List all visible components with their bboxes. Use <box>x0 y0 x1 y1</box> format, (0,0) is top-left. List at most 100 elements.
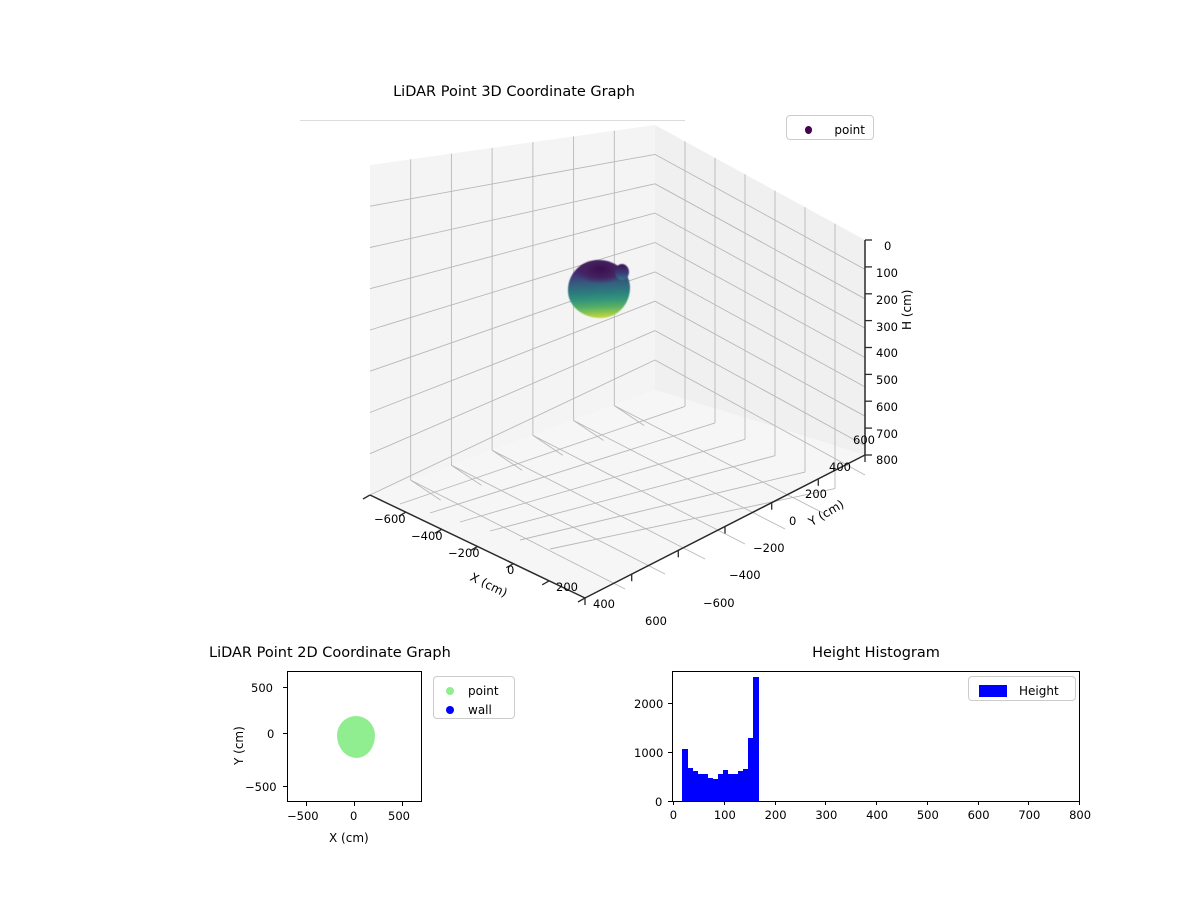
hist-xtickmark <box>723 801 725 805</box>
hist-xtick-7: 700 <box>1018 808 1041 822</box>
histogram-bar <box>737 770 744 801</box>
plot2d-ytick-2: −500 <box>245 780 277 794</box>
hist-ytickmark-2 <box>668 703 672 704</box>
histogram-bars <box>673 672 1079 801</box>
plot2d-ytick-1: 0 <box>267 727 275 741</box>
plot3d-ztick-3: 300 <box>876 320 898 334</box>
hist-xtickmark <box>1028 801 1030 805</box>
pane-xz <box>370 125 655 495</box>
plot3d-xtick-5: 400 <box>593 597 615 611</box>
plot2d-xtickmark-0 <box>306 802 307 806</box>
plot2d-axes[interactable] <box>287 671 422 802</box>
point-cluster-2d <box>336 715 375 758</box>
point-marker-icon <box>805 125 813 134</box>
hist-xtickmark <box>673 801 674 805</box>
plot3d-ztick-6: 600 <box>876 400 898 414</box>
point-marker-icon <box>446 686 454 695</box>
hist-ytickmark-1 <box>668 752 672 753</box>
plot2d-xlabel: X (cm) <box>329 831 369 845</box>
plot3d-ztick-7: 700 <box>876 427 898 441</box>
histogram-bar <box>697 773 704 801</box>
legend-item-wall-2d[interactable]: wall <box>442 700 506 719</box>
legend-item-point[interactable]: point <box>795 120 865 139</box>
legend-item-height[interactable]: Height <box>977 681 1067 700</box>
plot3d-xtick-2: −200 <box>448 546 480 560</box>
legend-label-height: Height <box>1019 683 1059 698</box>
hist-xtick-1: 100 <box>713 808 736 822</box>
plot2d-ylabel: Y (cm) <box>232 726 246 765</box>
plot2d-ytickmark-0 <box>283 687 287 688</box>
plot3d-ytick-5: 400 <box>829 460 851 474</box>
plot3d-xtick-1: −400 <box>411 529 443 543</box>
grid-lines-yz <box>300 120 866 489</box>
histogram-bar <box>712 778 719 801</box>
hist-xtickmark <box>774 801 776 805</box>
hist-xtick-0: 0 <box>669 808 678 822</box>
plot2d-xtickmark-2 <box>402 802 403 806</box>
hist-ytick-1: 1000 <box>634 746 664 760</box>
hist-ytickmark-0 <box>668 801 672 802</box>
plot3d-xtick-6: 600 <box>645 614 667 628</box>
hist-xtickmark <box>876 801 877 805</box>
hist-xtickmark <box>977 801 979 805</box>
plot3d-xtick-3: 0 <box>507 563 515 577</box>
h-axis-ticks <box>865 239 872 456</box>
hist-ytick-2: 2000 <box>634 697 664 711</box>
plot3d-ytick-1: −400 <box>729 568 761 582</box>
plot3d-ytick-2: −200 <box>753 541 785 555</box>
histogram-title: Height Histogram <box>812 645 940 661</box>
legend-item-point-2d[interactable]: point <box>442 681 506 700</box>
x-axis-ticks <box>362 494 586 603</box>
plot3d-axes[interactable] <box>300 120 960 630</box>
grid-lines-xz <box>369 130 656 496</box>
histogram-bar <box>722 769 729 801</box>
hist-xtick-6: 600 <box>967 808 990 822</box>
plot3d-ytick-4: 200 <box>805 487 827 501</box>
plot2d-ytickmark-2 <box>283 786 287 787</box>
hist-xtickmark <box>926 801 928 805</box>
pane-yz <box>655 125 865 455</box>
plot3d-ztick-1: 100 <box>876 266 898 280</box>
plot2d-ytickmark-1 <box>283 733 287 734</box>
hist-xtickmark <box>1079 801 1080 805</box>
plot3d-ztick-5: 500 <box>876 373 898 387</box>
plot3d-ytick-3: 0 <box>789 514 797 528</box>
plot2d-xtickmark-1 <box>354 802 355 806</box>
histogram-legend[interactable]: Height <box>968 676 1076 701</box>
histogram-bar <box>702 774 709 801</box>
histogram-bar <box>748 737 754 801</box>
histogram-bar <box>717 773 724 801</box>
plot3d-ztick-8: 800 <box>876 453 898 467</box>
plot2d-title: LiDAR Point 2D Coordinate Graph <box>209 645 451 661</box>
plot3d-xtick-4: 200 <box>556 580 578 594</box>
plot3d-legend[interactable]: point <box>786 115 874 140</box>
plot3d-ytick-0: −600 <box>703 596 735 610</box>
plot2d-xtick-1: 0 <box>350 809 358 823</box>
point-cloud-blob-knob <box>615 264 629 280</box>
hist-xtickmark <box>825 801 827 805</box>
histogram-bar <box>727 774 734 801</box>
plot3d-ztick-2: 200 <box>876 293 898 307</box>
height-patch-icon <box>979 684 1007 697</box>
legend-label-point: point <box>468 683 499 698</box>
y-axis-ticks <box>584 455 866 605</box>
plot3d-ztick-4: 400 <box>876 346 898 360</box>
hist-xtick-2: 200 <box>764 808 787 822</box>
hist-xtick-5: 500 <box>916 808 939 822</box>
plot3d-scene <box>300 120 872 605</box>
plot3d-zlabel: H (cm) <box>900 289 914 331</box>
plot2d-xtick-2: 500 <box>388 809 410 823</box>
histogram-bar <box>682 749 688 801</box>
plot2d-legend[interactable]: point wall <box>433 676 515 719</box>
plot3d-title-text: LiDAR Point 3D Coordinate Graph <box>393 84 635 100</box>
hist-xtick-3: 300 <box>815 808 838 822</box>
hist-xtick-4: 400 <box>866 808 889 822</box>
wall-marker-icon <box>446 705 454 714</box>
histogram-bar <box>753 677 759 801</box>
histogram-bar <box>692 770 698 801</box>
plot2d-ytick-0: 500 <box>251 681 273 695</box>
plot3d-ytick-6: 600 <box>853 433 875 447</box>
legend-label-wall: wall <box>468 702 492 717</box>
histogram-bar <box>687 767 693 801</box>
